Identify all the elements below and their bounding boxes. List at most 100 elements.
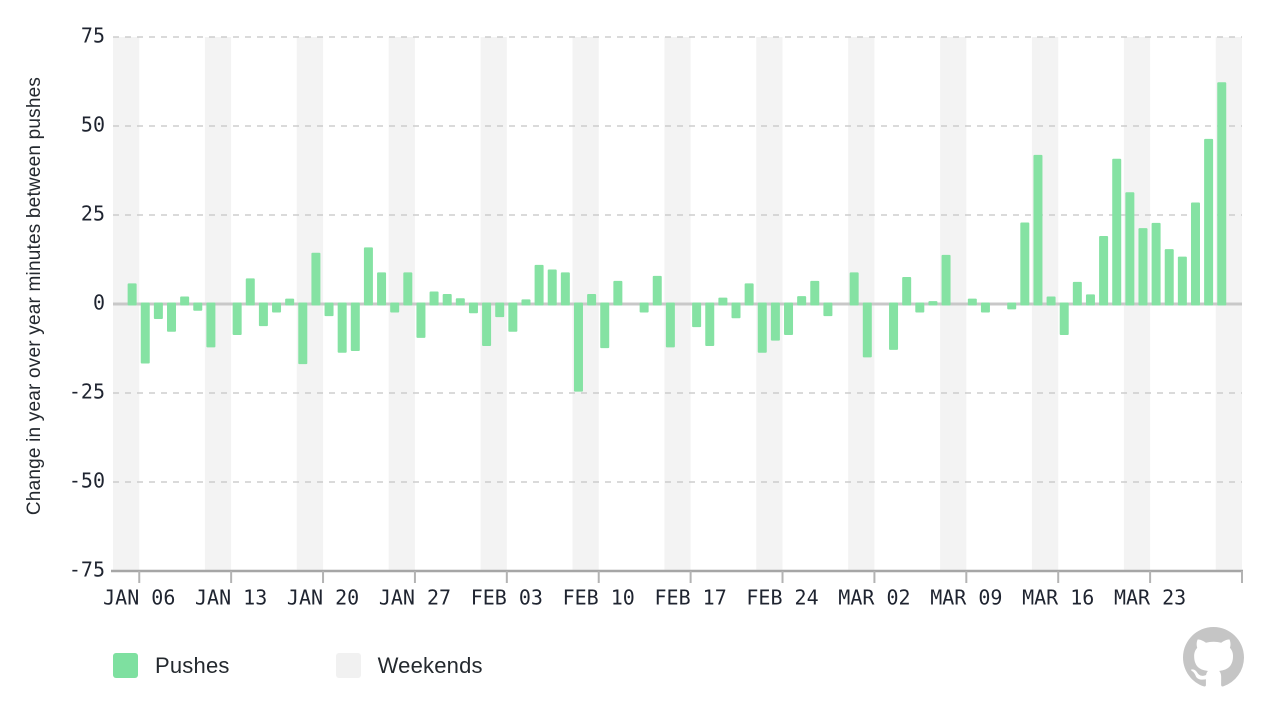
bar-mar-27 — [1204, 138, 1214, 306]
bar-mar-10 — [980, 302, 990, 313]
bar-jan-11 — [206, 302, 216, 348]
legend-item-weekends: Weekends — [335, 652, 483, 678]
x-tick-label: FEB 24 — [746, 586, 818, 610]
github-octocat-icon — [1183, 627, 1244, 687]
bar-feb-13 — [639, 302, 649, 313]
bar-mar-06 — [928, 301, 938, 306]
bar-feb-06 — [547, 269, 557, 306]
bar-feb-18 — [705, 302, 715, 347]
bar-feb-03 — [508, 302, 518, 332]
y-tick-label: 75 — [81, 24, 105, 48]
bar-mar-13 — [1020, 222, 1030, 306]
bar-jan-23 — [363, 247, 373, 306]
bar-feb-29 — [849, 272, 859, 306]
bar-jan-18 — [298, 302, 308, 365]
x-tick-label: JAN 27 — [379, 586, 451, 610]
bar-mar-16 — [1059, 302, 1069, 335]
bar-mar-17 — [1072, 281, 1082, 306]
bar-jan-20 — [324, 302, 334, 317]
bar-jan-14 — [245, 278, 255, 306]
y-tick-label: -50 — [69, 469, 105, 493]
bar-feb-24 — [784, 302, 794, 335]
bar-jan-13 — [232, 302, 242, 335]
bar-feb-08 — [573, 302, 583, 392]
bar-mar-25 — [1177, 256, 1187, 306]
bar-jan-21 — [337, 302, 347, 353]
bar-jan-08 — [167, 302, 177, 332]
bar-mar-12 — [1007, 302, 1017, 310]
bar-mar-14 — [1033, 154, 1043, 306]
pushes-legend-label: Pushes — [155, 652, 230, 678]
bar-feb-14 — [652, 275, 662, 306]
bar-jan-16 — [272, 302, 282, 313]
bar-jan-24 — [377, 272, 387, 306]
weekends-swatch-icon — [335, 652, 361, 678]
bar-feb-21 — [744, 283, 754, 306]
bar-mar-22 — [1138, 228, 1148, 306]
bar-mar-15 — [1046, 296, 1056, 306]
bar-mar-24 — [1164, 249, 1174, 306]
y-tick-label: 25 — [81, 202, 105, 226]
bar-jan-25 — [390, 302, 400, 313]
x-tick-label: MAR 09 — [930, 586, 1002, 610]
bar-mar-05 — [915, 302, 925, 313]
bar-mar-19 — [1099, 236, 1109, 306]
bar-feb-27 — [823, 302, 833, 317]
bar-mar-01 — [862, 302, 872, 358]
bar-feb-09 — [587, 294, 597, 306]
bar-mar-04 — [902, 276, 912, 306]
x-tick-label: FEB 03 — [471, 586, 543, 610]
y-tick-label: -75 — [69, 558, 105, 582]
bar-mar-18 — [1085, 294, 1095, 306]
x-tick-label: JAN 13 — [195, 586, 267, 610]
bar-feb-07 — [560, 272, 570, 306]
bar-jan-31 — [468, 302, 478, 314]
y-tick-label: -25 — [69, 380, 105, 404]
bar-feb-04 — [521, 299, 531, 306]
bar-feb-22 — [757, 302, 767, 353]
x-tick-label: MAR 02 — [838, 586, 910, 610]
bar-feb-11 — [613, 280, 623, 306]
bar-jan-17 — [285, 298, 295, 306]
x-tick-label: MAR 16 — [1022, 586, 1094, 610]
x-tick-label: FEB 10 — [563, 586, 635, 610]
bar-jan-05 — [127, 283, 137, 306]
bar-mar-28 — [1217, 82, 1227, 306]
legend-item-pushes: Pushes — [113, 652, 230, 678]
bar-feb-23 — [770, 302, 780, 341]
pushes-swatch-icon — [113, 652, 138, 678]
bar-jan-15 — [258, 302, 268, 327]
bar-jan-30 — [455, 298, 465, 306]
bar-mar-03 — [889, 302, 899, 350]
bar-mar-21 — [1125, 192, 1135, 306]
bar-feb-01 — [482, 302, 492, 347]
bar-feb-15 — [665, 302, 675, 348]
x-tick-label: MAR 23 — [1114, 586, 1186, 610]
bar-mar-07 — [941, 254, 951, 306]
y-tick-label: 0 — [93, 291, 105, 315]
bar-jan-26 — [403, 272, 413, 306]
bar-jan-07 — [153, 302, 163, 319]
bar-feb-20 — [731, 302, 741, 319]
bar-feb-17 — [692, 302, 702, 328]
chart-legend: Pushes Weekends — [113, 650, 483, 680]
bar-jan-09 — [180, 296, 190, 306]
pushes-bar-chart: JAN 06 JAN 13 JAN 20 JAN 27 FEB 03 FEB 10 FEB … — [24, 24, 1243, 610]
bar-jan-10 — [193, 302, 203, 311]
y-tick-label: 50 — [81, 113, 105, 137]
bar-feb-05 — [534, 264, 544, 306]
bar-mar-09 — [967, 298, 977, 306]
bar-jan-27 — [416, 302, 426, 338]
bar-jan-22 — [350, 302, 360, 351]
bar-mar-23 — [1151, 222, 1161, 306]
weekends-legend-label: Weekends — [377, 652, 483, 678]
bar-feb-25 — [797, 296, 807, 306]
x-tick-label: FEB 17 — [655, 586, 727, 610]
bar-jan-29 — [442, 294, 452, 306]
bar-jan-06 — [140, 302, 150, 364]
x-tick-label: JAN 20 — [287, 586, 359, 610]
y-axis-title: Change in year over year minutes between… — [24, 77, 45, 515]
bar-feb-19 — [718, 297, 728, 306]
bar-mar-20 — [1112, 158, 1122, 306]
